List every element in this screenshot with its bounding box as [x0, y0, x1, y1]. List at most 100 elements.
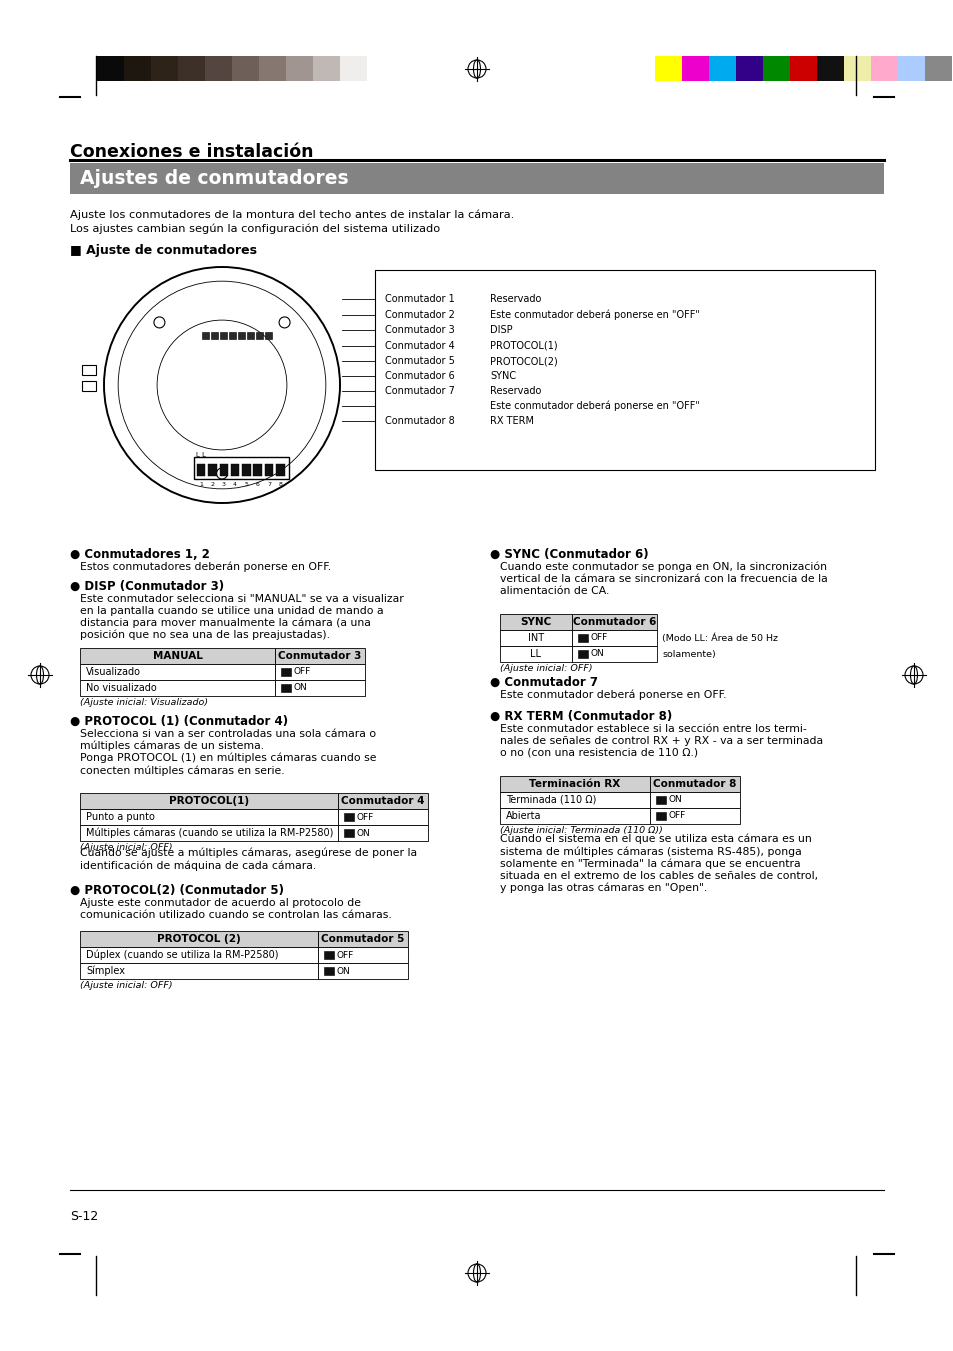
Bar [202, 332, 209, 339]
Bar [286, 55, 313, 81]
Text: OFF: OFF [336, 951, 354, 959]
Text: ON: ON [336, 966, 351, 975]
Text: Conmutador 4: Conmutador 4 [341, 796, 424, 807]
Text: (Ajuste inicial: Terminada (110 Ω)): (Ajuste inicial: Terminada (110 Ω)) [499, 825, 662, 835]
Text: Estos conmutadores deberán ponerse en OFF.: Estos conmutadores deberán ponerse en OF… [80, 562, 331, 573]
Bar [82, 381, 96, 390]
Text: Conmutador 6: Conmutador 6 [385, 372, 455, 381]
Bar [344, 813, 354, 821]
Bar [324, 967, 334, 975]
Bar [572, 613, 657, 630]
Text: Punto a punto: Punto a punto [86, 812, 154, 821]
Text: (Ajuste inicial: OFF): (Ajuste inicial: OFF) [80, 981, 172, 990]
Text: INT: INT [527, 634, 543, 643]
Bar [196, 463, 205, 476]
Bar [708, 55, 735, 81]
Bar [816, 55, 843, 81]
Bar [247, 332, 253, 339]
Text: LL: LL [530, 648, 541, 659]
Bar [275, 463, 284, 476]
Bar [499, 613, 572, 630]
Text: OFF: OFF [590, 634, 608, 643]
Text: 7: 7 [267, 482, 271, 486]
Text: Conmutador 8: Conmutador 8 [385, 416, 455, 426]
Bar [499, 792, 649, 808]
Bar [193, 457, 289, 480]
Text: Conmutador 5: Conmutador 5 [321, 934, 404, 944]
Bar [274, 680, 365, 696]
Text: ● Conmutadores 1, 2: ● Conmutadores 1, 2 [70, 549, 210, 561]
Bar [80, 809, 337, 825]
Bar [82, 365, 96, 376]
Bar [265, 463, 273, 476]
Text: ● Conmutador 7: ● Conmutador 7 [490, 676, 598, 689]
Text: Conmutador 5: Conmutador 5 [385, 357, 455, 366]
Text: Este conmutador deberá ponerse en "OFF": Este conmutador deberá ponerse en "OFF" [490, 309, 700, 320]
Bar [337, 793, 428, 809]
Text: Ajuste este conmutador de acuerdo al protocolo de
comunicación utilizado cuando : Ajuste este conmutador de acuerdo al pro… [80, 898, 392, 920]
Text: (Ajuste inicial: Visualizado): (Ajuste inicial: Visualizado) [80, 698, 208, 707]
Bar [499, 630, 572, 646]
Bar [317, 931, 408, 947]
Bar [281, 684, 291, 692]
Bar [337, 825, 428, 842]
Bar [220, 332, 227, 339]
Bar [219, 463, 228, 476]
Bar [211, 332, 218, 339]
Bar [258, 55, 286, 81]
Text: ● PROTOCOL (1) (Conmutador 4): ● PROTOCOL (1) (Conmutador 4) [70, 715, 288, 728]
Bar [70, 163, 883, 195]
Text: Este conmutador selecciona si "MANUAL" se va a visualizar
en la pantalla cuando : Este conmutador selecciona si "MANUAL" s… [80, 594, 403, 640]
Text: ● SYNC (Conmutador 6): ● SYNC (Conmutador 6) [490, 549, 648, 561]
Bar [237, 332, 245, 339]
Bar [578, 634, 587, 642]
Text: (Ajuste inicial: OFF): (Ajuste inicial: OFF) [499, 663, 592, 673]
Text: Dúplex (cuando se utiliza la RM-P2580): Dúplex (cuando se utiliza la RM-P2580) [86, 950, 278, 961]
Bar [317, 947, 408, 963]
Text: Conmutador 4: Conmutador 4 [385, 340, 455, 351]
Text: Reservado: Reservado [490, 295, 540, 304]
Text: 6: 6 [255, 482, 259, 486]
Bar [80, 793, 337, 809]
Text: SYNC: SYNC [519, 617, 551, 627]
Text: Este conmutador deberá ponerse en OFF.: Este conmutador deberá ponerse en OFF. [499, 690, 726, 701]
Bar [578, 650, 587, 658]
Text: ON: ON [294, 684, 308, 693]
Text: Conmutador 2: Conmutador 2 [385, 309, 455, 320]
Bar [265, 332, 272, 339]
Bar [124, 55, 151, 81]
Text: Conmutador 1: Conmutador 1 [385, 295, 455, 304]
Bar [499, 808, 649, 824]
Bar [97, 55, 124, 81]
Bar [80, 648, 274, 663]
Text: Este conmutador deberá ponerse en "OFF": Este conmutador deberá ponerse en "OFF" [490, 401, 700, 411]
Bar [229, 332, 235, 339]
Bar [208, 463, 216, 476]
Text: SYNC: SYNC [490, 372, 516, 381]
Bar [337, 809, 428, 825]
Bar [231, 463, 239, 476]
Bar [762, 55, 789, 81]
Bar [375, 270, 874, 470]
Bar [649, 775, 740, 792]
Bar [344, 830, 354, 838]
Text: Terminada (110 Ω): Terminada (110 Ω) [505, 794, 596, 805]
Text: Cuando el sistema en el que se utiliza esta cámara es un
sistema de múltiples cá: Cuando el sistema en el que se utiliza e… [499, 834, 818, 893]
Text: RX TERM: RX TERM [490, 416, 534, 426]
Text: 8: 8 [278, 482, 282, 486]
Text: DISP: DISP [490, 326, 512, 335]
Text: Reservado: Reservado [490, 386, 540, 396]
Bar [735, 55, 762, 81]
Bar [80, 825, 337, 842]
Bar [232, 55, 258, 81]
Text: Ajuste los conmutadores de la montura del techo antes de instalar la cámara.: Ajuste los conmutadores de la montura de… [70, 209, 514, 220]
Bar [572, 646, 657, 662]
Text: OFF: OFF [294, 667, 311, 677]
Bar [681, 55, 708, 81]
Bar [205, 55, 232, 81]
Text: ON: ON [356, 828, 371, 838]
Text: S-12: S-12 [70, 1210, 98, 1223]
Text: 5: 5 [244, 482, 248, 486]
Bar [178, 55, 205, 81]
Text: No visualizado: No visualizado [86, 684, 156, 693]
